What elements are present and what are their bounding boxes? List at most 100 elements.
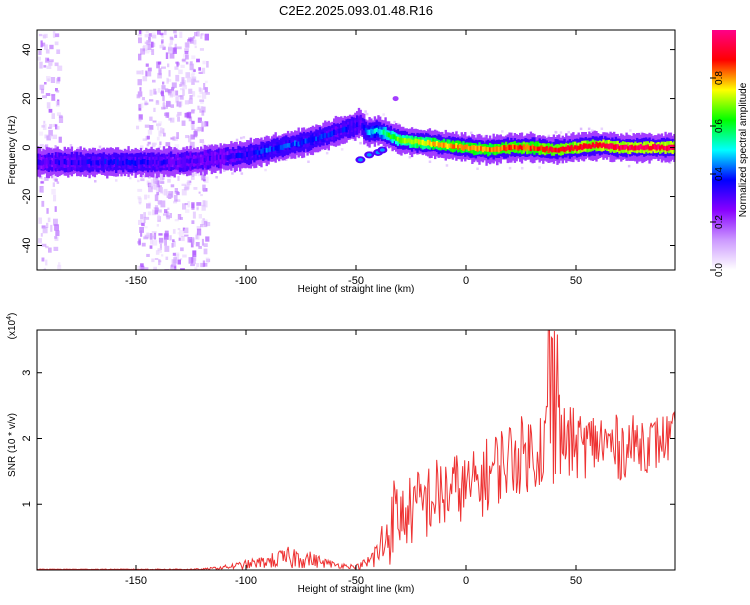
heatmap-cell (483, 135, 487, 138)
heatmap-cell (200, 101, 204, 104)
heatmap-cell (184, 48, 189, 52)
heatmap-cell (263, 148, 267, 155)
heatmap-cell (191, 109, 195, 114)
heatmap-cell (90, 160, 93, 166)
heatmap-cell (190, 264, 195, 267)
heatmap-cell (58, 160, 61, 166)
heatmap-cell (54, 236, 59, 241)
heatmap-cell (168, 47, 173, 54)
heatmap-cell (449, 143, 453, 149)
heatmap-cell (173, 159, 176, 165)
heatmap-cell (568, 146, 572, 152)
heatmap-cell (251, 150, 254, 156)
heatmap-cell (191, 237, 195, 242)
heatmap-cell (49, 135, 52, 139)
heatmap-cell (666, 145, 669, 152)
heatmap-cell (154, 194, 159, 202)
heatmap-cell (292, 142, 295, 147)
heatmap-cell (200, 157, 203, 163)
heatmap-cell (157, 61, 162, 65)
heatmap-cell (501, 145, 504, 151)
heatmap-cell (364, 110, 367, 113)
heatmap-cell (194, 158, 198, 164)
heatmap-cell (154, 159, 157, 165)
heatmap-cell (143, 212, 146, 219)
heatmap-cell (157, 72, 162, 79)
heatmap-cell (621, 145, 625, 150)
heatmap-cell (156, 136, 160, 141)
heatmap-cell (190, 257, 196, 265)
heatmap-cell (336, 128, 339, 134)
heatmap-cell (198, 246, 202, 249)
heatmap-cell (233, 154, 237, 160)
heatmap-cell (170, 90, 175, 97)
heatmap-cell (181, 183, 187, 186)
heatmap-cell (142, 174, 145, 177)
heatmap-cell (188, 180, 192, 183)
spectrogram-x-axis: -150 -100 -50 0 50 (125, 30, 582, 287)
heatmap-cell (471, 145, 474, 150)
heatmap-cell (157, 248, 161, 252)
heatmap-cell (414, 138, 417, 144)
heatmap-cell (161, 85, 166, 90)
heatmap-cell (53, 218, 58, 226)
heatmap-cell (313, 136, 316, 142)
heatmap-cell (423, 141, 426, 146)
heatmap-cell (70, 160, 74, 166)
heatmap-cell (153, 107, 156, 112)
heatmap-cell (180, 159, 183, 164)
heatmap-cell (167, 178, 171, 183)
heatmap-cell (138, 197, 142, 204)
heatmap-cell (150, 179, 155, 186)
heatmap-cell (190, 134, 195, 140)
heatmap-cell (187, 159, 190, 164)
heatmap-cell (262, 147, 265, 153)
heatmap-cell (163, 105, 168, 109)
heatmap-cell (47, 78, 50, 82)
heatmap-cell (129, 160, 132, 166)
heatmap-cell (451, 144, 455, 149)
heatmap-cell (285, 143, 288, 149)
heatmap-cell (154, 205, 158, 212)
heatmap-cell (157, 124, 160, 131)
heatmap-cell (206, 222, 211, 227)
heatmap-cell (201, 157, 205, 163)
heatmap-cell (189, 158, 192, 164)
heatmap-cell (343, 126, 346, 132)
heatmap-cell (142, 76, 148, 82)
heatmap-cell (542, 146, 545, 152)
heatmap-cell (600, 143, 603, 149)
heatmap-cell (54, 206, 57, 212)
heatmap-cell (157, 160, 160, 166)
heatmap-cell (325, 133, 329, 139)
heatmap-cell (194, 267, 198, 270)
heatmap-ridge-layer (37, 107, 675, 179)
heatmap-cell (373, 128, 377, 134)
heatmap-cell (43, 267, 46, 270)
heatmap-cell (555, 131, 558, 134)
heatmap-cell (203, 157, 206, 163)
heatmap-cell (125, 159, 128, 165)
heatmap-cell (333, 129, 336, 135)
heatmap-cell (408, 156, 412, 159)
heatmap-cell (366, 129, 369, 135)
heatmap-cell (182, 89, 185, 96)
heatmap-cell (177, 116, 180, 122)
heatmap-cell (368, 129, 371, 136)
heatmap-cell (455, 143, 458, 148)
chart-title: C2E2.2025.093.01.48.R16 (279, 3, 433, 18)
heatmap-cell (203, 200, 208, 208)
heatmap-cell (56, 112, 61, 116)
heatmap-cell (371, 129, 375, 135)
heatmap-cell (200, 33, 203, 39)
heatmap-cell (203, 248, 208, 255)
heatmap-cell (201, 92, 207, 99)
heatmap-cell (494, 146, 497, 152)
heatmap-cell (155, 176, 158, 181)
heatmap-cell (177, 176, 180, 181)
heatmap-cell (168, 70, 171, 77)
heatmap-cell (174, 144, 180, 149)
heatmap-cell (165, 52, 169, 59)
heatmap-cell (154, 209, 159, 215)
heatmap-cell (176, 114, 180, 117)
